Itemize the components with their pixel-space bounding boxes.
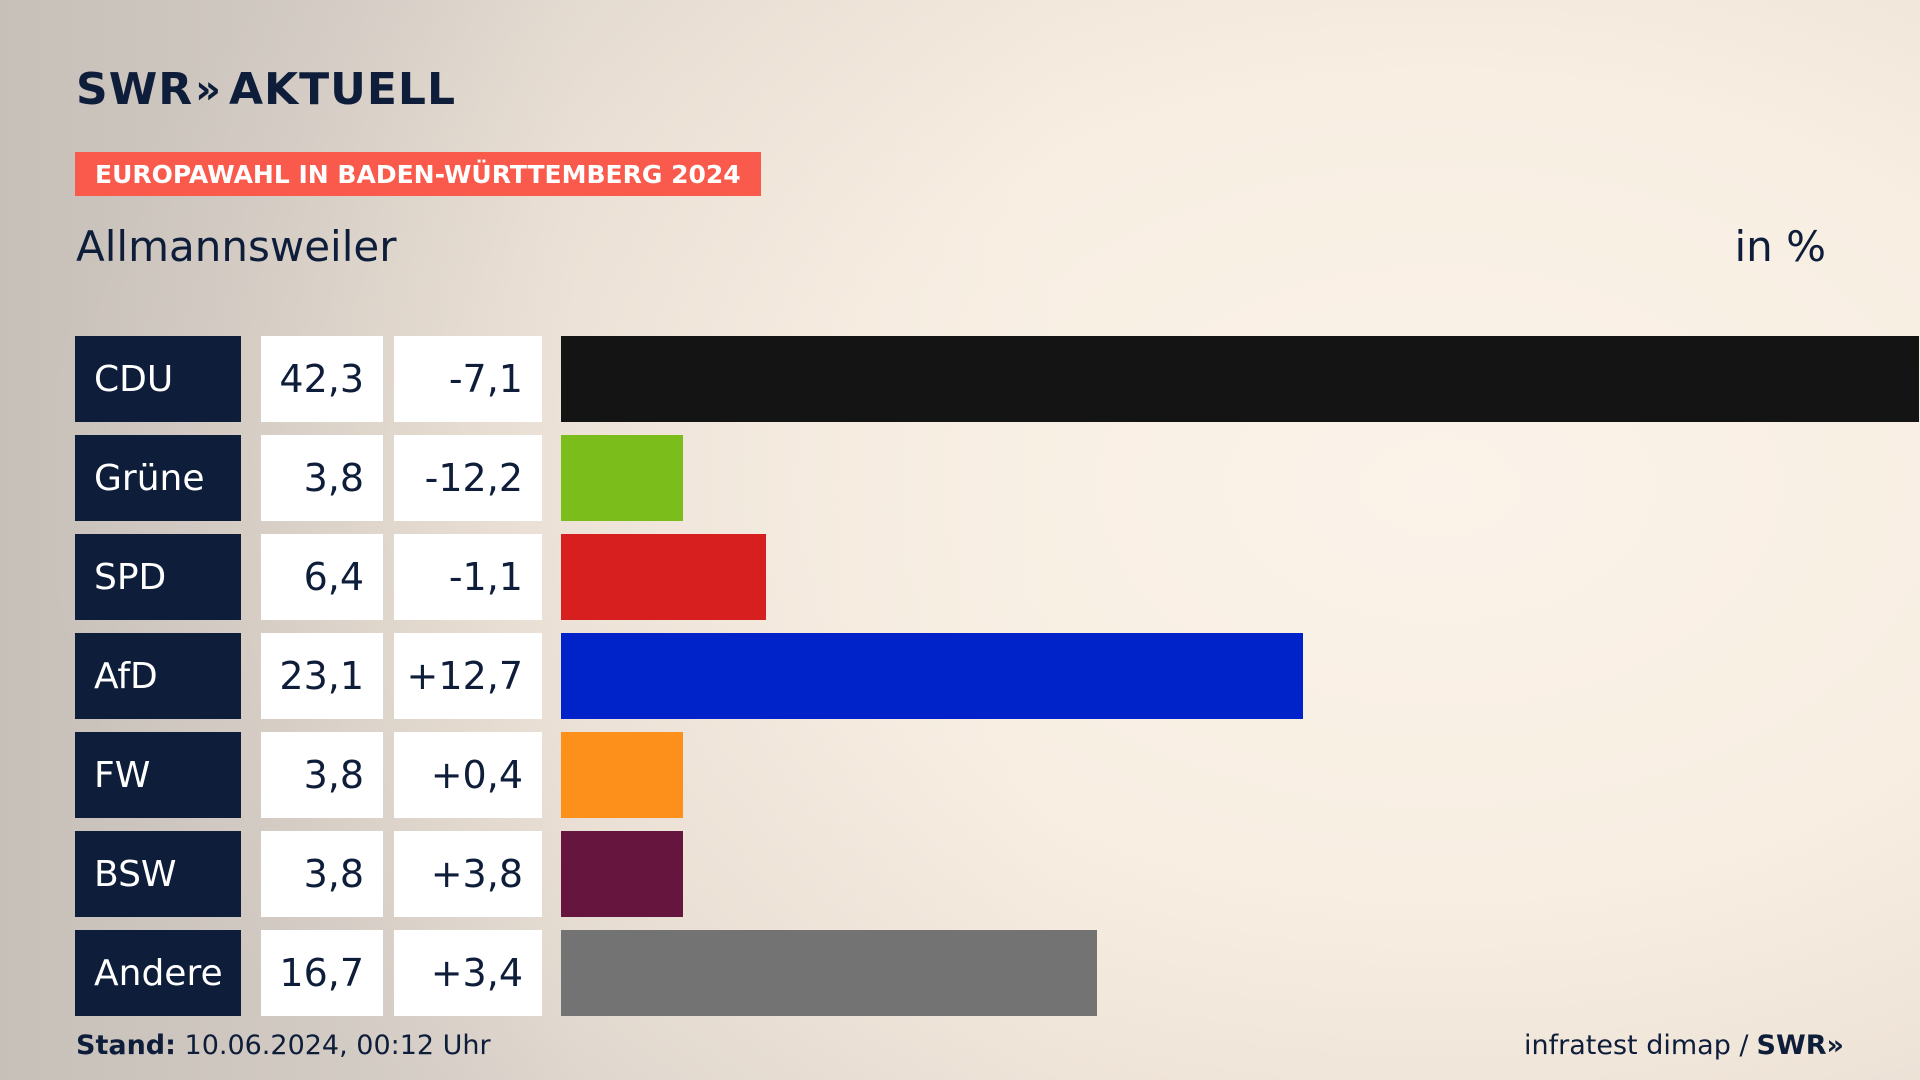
- vote-bar: [561, 435, 683, 521]
- stand-value: 10.06.2024, 00:12 Uhr: [184, 1030, 491, 1061]
- logo-chevron-icon: »: [195, 67, 221, 113]
- party-label: Grüne: [75, 435, 241, 521]
- party-label: BSW: [75, 831, 241, 917]
- swr-aktuell-logo: SWR » AKTUELL: [76, 68, 456, 112]
- vote-bar: [561, 930, 1097, 1016]
- vote-change-value: -1,1: [394, 534, 542, 620]
- vote-share-value: 3,8: [261, 732, 383, 818]
- vote-bar: [561, 831, 683, 917]
- logo-swr-text: SWR: [76, 64, 194, 115]
- result-row-bsw: BSW 3,8 +3,8: [75, 831, 1919, 917]
- vote-change-value: +3,8: [394, 831, 542, 917]
- source-text: infratest dimap /: [1524, 1030, 1749, 1061]
- party-label: AfD: [75, 633, 241, 719]
- vote-share-value: 23,1: [261, 633, 383, 719]
- source-credit: infratest dimap / SWR»: [1524, 1030, 1844, 1061]
- result-row-grüne: Grüne 3,8 -12,2: [75, 435, 1919, 521]
- stand-timestamp: Stand: 10.06.2024, 00:12 Uhr: [76, 1030, 491, 1061]
- vote-share-value: 42,3: [261, 336, 383, 422]
- stand-label: Stand:: [76, 1030, 176, 1061]
- vote-bar: [561, 732, 683, 818]
- vote-change-value: +3,4: [394, 930, 542, 1016]
- party-label: CDU: [75, 336, 241, 422]
- source-brand: SWR»: [1756, 1030, 1844, 1061]
- result-row-spd: SPD 6,4 -1,1: [75, 534, 1919, 620]
- vote-bar: [561, 534, 766, 620]
- unit-label: in %: [1734, 222, 1826, 271]
- vote-bar: [561, 633, 1303, 719]
- election-banner: EUROPAWAHL IN BADEN-WÜRTTEMBERG 2024: [75, 152, 761, 196]
- vote-share-value: 3,8: [261, 831, 383, 917]
- party-label: SPD: [75, 534, 241, 620]
- vote-change-value: +12,7: [394, 633, 542, 719]
- vote-change-value: +0,4: [394, 732, 542, 818]
- result-row-cdu: CDU 42,3 -7,1: [75, 336, 1919, 422]
- party-label: FW: [75, 732, 241, 818]
- vote-share-value: 3,8: [261, 435, 383, 521]
- place-title: Allmannsweiler: [76, 222, 397, 271]
- vote-change-value: -12,2: [394, 435, 542, 521]
- result-row-afd: AfD 23,1 +12,7: [75, 633, 1919, 719]
- vote-change-value: -7,1: [394, 336, 542, 422]
- result-row-andere: Andere 16,7 +3,4: [75, 930, 1919, 1016]
- logo-aktuell-text: AKTUELL: [228, 64, 456, 115]
- result-row-fw: FW 3,8 +0,4: [75, 732, 1919, 818]
- party-label: Andere: [75, 930, 241, 1016]
- vote-share-value: 16,7: [261, 930, 383, 1016]
- vote-share-value: 6,4: [261, 534, 383, 620]
- vote-bar: [561, 336, 1919, 422]
